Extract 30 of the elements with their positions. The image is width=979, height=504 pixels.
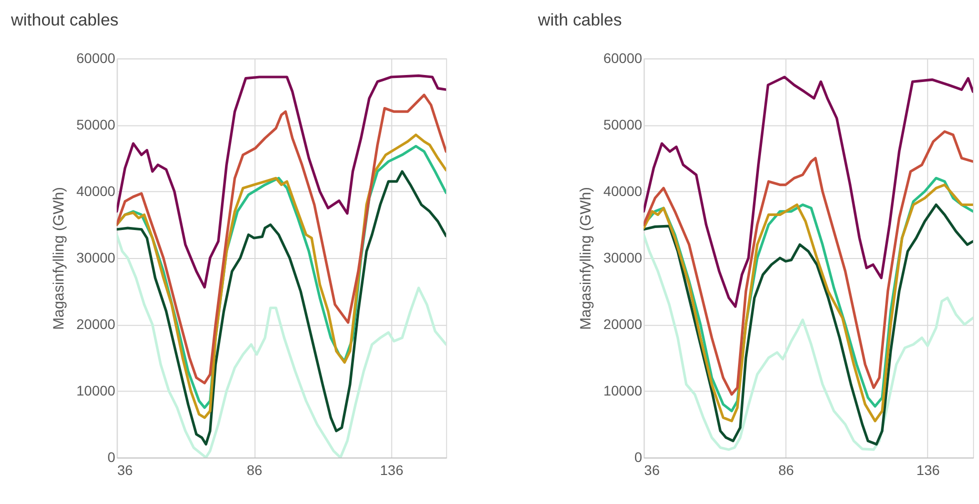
y-tick-label: 10000 [76, 382, 116, 399]
chart-title: with cables [536, 10, 622, 30]
y-axis-title: Magasinfylling (GWh) [50, 186, 68, 330]
y-tick-label: 20000 [76, 316, 116, 332]
y-tick-label: 40000 [76, 182, 116, 199]
x-tick-label: 36 [117, 462, 134, 478]
line-series [644, 130, 974, 396]
x-tick-label: 136 [380, 462, 404, 478]
y-tick-label: 0 [107, 449, 116, 466]
y-tick-label: 0 [634, 449, 642, 466]
y-tick-label: 20000 [603, 316, 642, 332]
y-tick-label: 30000 [603, 249, 642, 266]
y-tick-label: 60000 [76, 50, 116, 66]
y-tick-label: 40000 [603, 182, 642, 199]
x-tick-label: 86 [246, 462, 262, 478]
line-series [116, 170, 446, 446]
x-tick-label: 86 [778, 462, 794, 478]
y-axis-title: Magasinfylling (GWh) [577, 186, 594, 330]
line-series [116, 74, 446, 289]
line-series [644, 76, 974, 308]
y-tick-label: 30000 [76, 249, 116, 266]
y-tick-label: 50000 [76, 116, 116, 132]
line-series [116, 94, 446, 384]
x-tick-label: 36 [644, 462, 660, 478]
x-tick-label: 136 [916, 462, 940, 478]
line-series [116, 233, 446, 458]
y-tick-label: 10000 [603, 382, 642, 399]
y-tick-label: 60000 [603, 50, 642, 66]
chart-title: without cables [10, 10, 118, 30]
y-tick-label: 50000 [603, 116, 642, 132]
